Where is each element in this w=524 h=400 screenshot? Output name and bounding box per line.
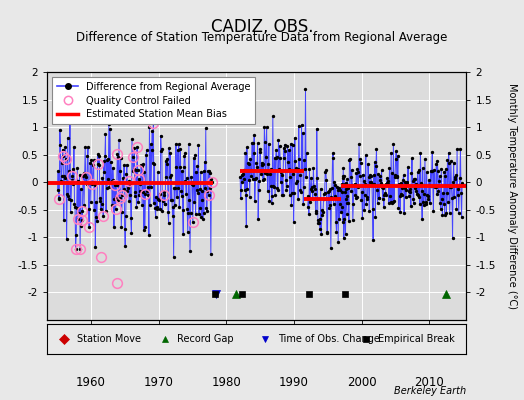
- Text: Station Move: Station Move: [77, 334, 140, 344]
- Text: 1970: 1970: [144, 376, 173, 389]
- Text: 1990: 1990: [279, 376, 309, 389]
- Text: 2000: 2000: [347, 376, 376, 389]
- Text: Difference of Station Temperature Data from Regional Average: Difference of Station Temperature Data f…: [77, 31, 447, 44]
- Text: 2010: 2010: [414, 376, 444, 389]
- Text: Berkeley Earth: Berkeley Earth: [394, 386, 466, 396]
- Text: Empirical Break: Empirical Break: [378, 334, 455, 344]
- Text: Time of Obs. Change: Time of Obs. Change: [278, 334, 379, 344]
- Legend: Difference from Regional Average, Quality Control Failed, Estimated Station Mean: Difference from Regional Average, Qualit…: [52, 77, 255, 124]
- Text: 1980: 1980: [212, 376, 241, 389]
- Text: 1960: 1960: [76, 376, 106, 389]
- Text: CADIZ, OBS.: CADIZ, OBS.: [211, 18, 313, 36]
- Text: Record Gap: Record Gap: [177, 334, 234, 344]
- Y-axis label: Monthly Temperature Anomaly Difference (°C): Monthly Temperature Anomaly Difference (…: [507, 83, 517, 309]
